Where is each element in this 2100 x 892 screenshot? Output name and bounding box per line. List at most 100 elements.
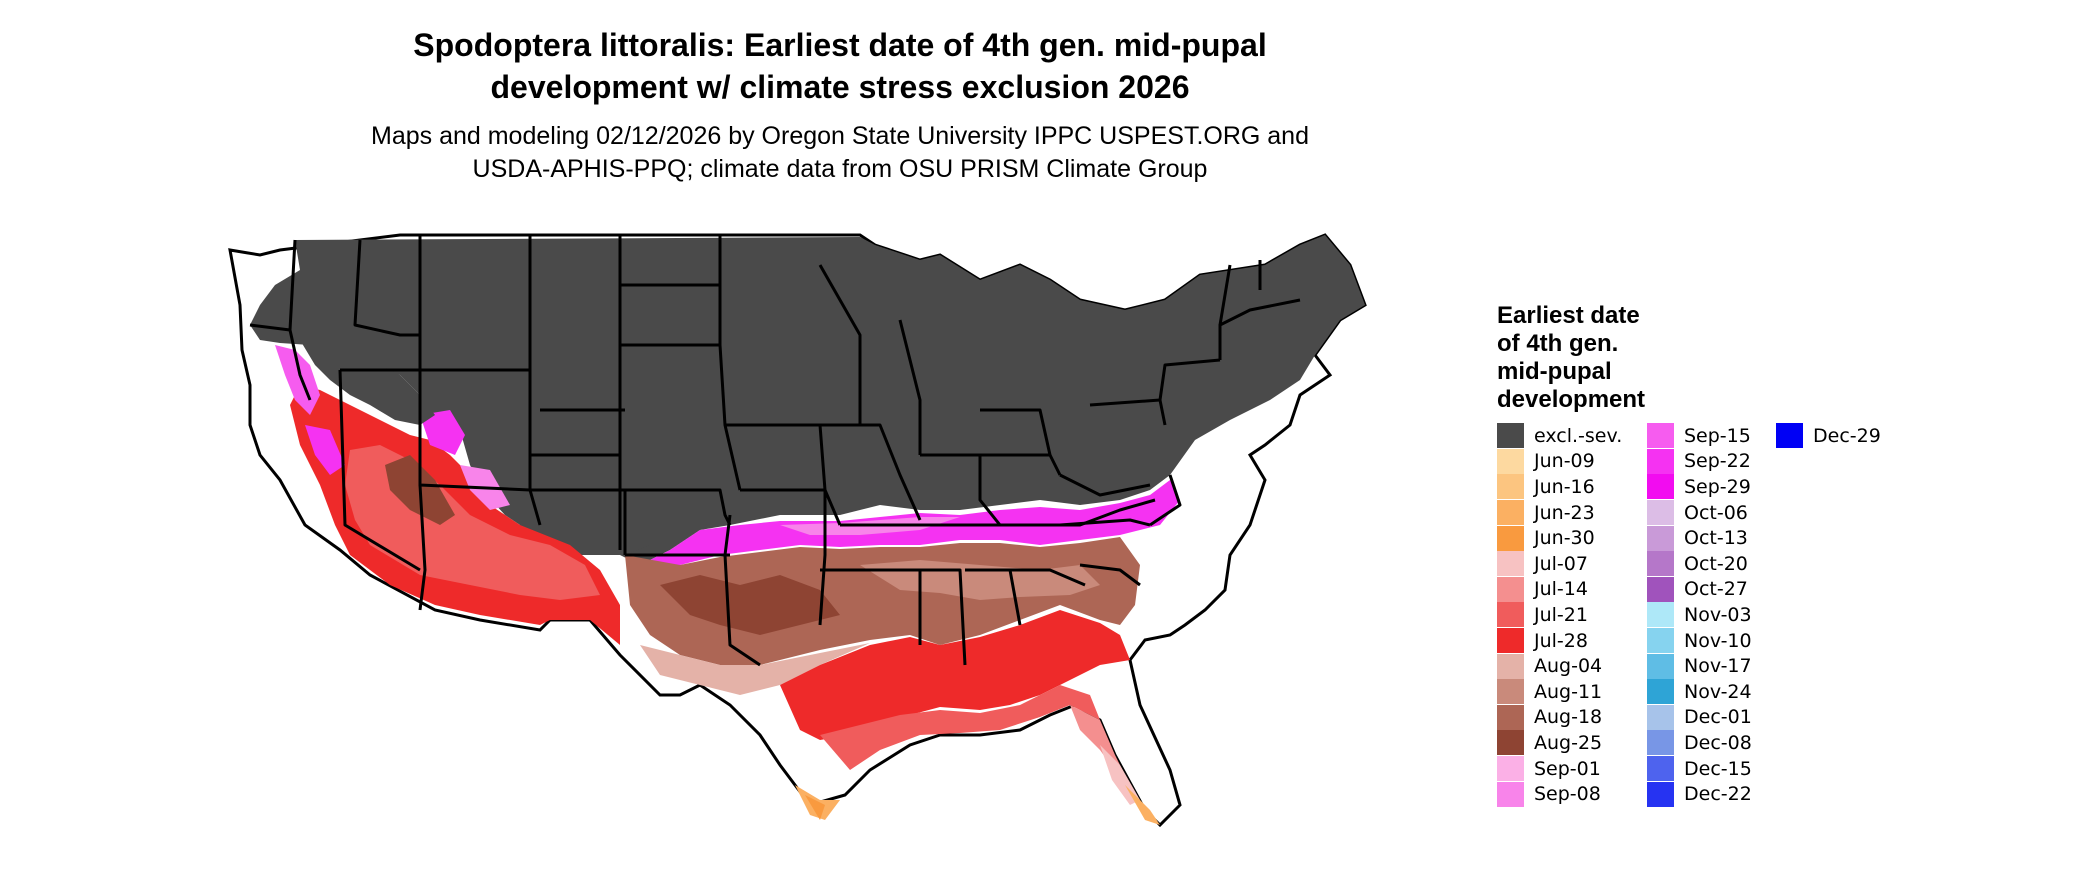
- legend-item: Jun-30: [1497, 525, 1622, 551]
- legend-label: Jul-07: [1534, 552, 1588, 575]
- legend-item: Nov-24: [1647, 679, 1752, 705]
- us-map: [228, 233, 1367, 828]
- legend-item: Oct-06: [1647, 500, 1752, 526]
- legend-item: Nov-10: [1647, 628, 1752, 654]
- legend-swatch: [1497, 756, 1524, 782]
- legend-swatch: [1497, 423, 1524, 449]
- legend-column-1: excl.-sev. Jun-09 Jun-16 Jun-23 Jun-30 Jul-07…: [1497, 423, 1622, 807]
- map-title-line-1: Spodoptera littoralis: Earliest date of …: [413, 27, 1267, 63]
- legend-item: Jun-16: [1497, 474, 1622, 500]
- legend-swatch: [1497, 602, 1524, 628]
- legend-label: Nov-24: [1684, 680, 1752, 703]
- legend-swatch: [1497, 500, 1524, 526]
- legend-label: Oct-20: [1684, 552, 1748, 575]
- legend-item: Sep-01: [1497, 756, 1622, 782]
- legend-label: Sep-29: [1684, 475, 1751, 498]
- legend-item: Jul-14: [1497, 576, 1622, 603]
- legend-label: Aug-18: [1534, 706, 1603, 729]
- legend-title-line: mid-pupal: [1497, 358, 1612, 385]
- map-subtitle-line-1: Maps and modeling 02/12/2026 by Oregon S…: [371, 122, 1309, 150]
- legend-swatch: [1647, 653, 1674, 679]
- legend-swatch: [1497, 576, 1524, 602]
- legend-item: Dec-01: [1647, 704, 1752, 731]
- legend-item: Sep-15: [1647, 423, 1752, 449]
- legend-label: excl.-sev.: [1534, 424, 1623, 447]
- legend-swatch: [1497, 781, 1524, 807]
- legend-swatch: [1776, 423, 1803, 449]
- legend-swatch: [1647, 423, 1674, 449]
- legend-swatch: [1497, 448, 1524, 474]
- legend-item: Dec-15: [1647, 756, 1752, 782]
- state-borders: [249, 235, 1301, 667]
- legend-column-3: Dec-29: [1776, 423, 1881, 449]
- legend-item: Jun-23: [1497, 500, 1622, 526]
- legend-label: Nov-10: [1684, 629, 1752, 652]
- jul-coastal-band: [780, 610, 1130, 740]
- legend-item: Oct-20: [1647, 551, 1752, 577]
- legend-item: Dec-29: [1776, 423, 1881, 449]
- map-title-block: Spodoptera littoralis: Earliest date of …: [290, 24, 1390, 186]
- legend-label: Dec-22: [1684, 783, 1752, 806]
- legend-title-line: development: [1497, 386, 1646, 413]
- legend-label: Jun-09: [1534, 450, 1595, 473]
- legend-item: Sep-29: [1647, 474, 1752, 500]
- legend-item: Aug-04: [1497, 653, 1622, 679]
- legend-label: Dec-15: [1684, 757, 1752, 780]
- legend-item: Oct-13: [1647, 525, 1752, 551]
- legend-label: Oct-13: [1684, 527, 1748, 550]
- legend-title-line: Earliest date: [1497, 302, 1640, 329]
- legend-swatch: [1497, 551, 1524, 577]
- legend-title-line: of 4th gen.: [1497, 330, 1619, 357]
- legend-swatch: [1497, 653, 1524, 679]
- legend-title: Earliest date of 4th gen. mid-pupal deve…: [1497, 302, 1697, 414]
- legend-label: Jun-30: [1534, 527, 1595, 550]
- legend-label: Dec-29: [1813, 424, 1881, 447]
- legend-column-2: Sep-15 Sep-22 Sep-29 Oct-06 Oct-13 Oct-20 Oct-…: [1647, 423, 1752, 807]
- legend-item: Jul-07: [1497, 551, 1622, 577]
- legend-label: Oct-06: [1684, 501, 1748, 524]
- legend-swatch: [1497, 628, 1524, 654]
- legend-label: Aug-25: [1534, 731, 1603, 754]
- legend-label: Dec-01: [1684, 706, 1752, 729]
- legend-label: Jul-28: [1534, 629, 1588, 652]
- legend-swatch: [1647, 756, 1674, 782]
- legend-item: Aug-18: [1497, 704, 1622, 731]
- legend-item: Oct-27: [1647, 576, 1752, 603]
- legend-item: excl.-sev.: [1497, 423, 1622, 449]
- legend-label: Nov-03: [1684, 603, 1752, 626]
- legend-swatch: [1647, 602, 1674, 628]
- legend-label: Aug-11: [1534, 680, 1603, 703]
- legend-swatch: [1497, 730, 1524, 756]
- legend-swatch: [1647, 576, 1674, 602]
- map-subtitle-line-2: USDA-APHIS-PPQ; climate data from OSU PR…: [472, 155, 1208, 183]
- legend-label: Aug-04: [1534, 655, 1603, 678]
- legend-item: Jul-28: [1497, 628, 1622, 654]
- legend-item: Nov-17: [1647, 653, 1752, 679]
- legend-label: Jun-23: [1534, 501, 1595, 524]
- legend-item: Sep-22: [1647, 448, 1752, 475]
- map-title-line-2: development w/ climate stress exclusion …: [490, 69, 1190, 105]
- legend-item: Dec-08: [1647, 730, 1752, 756]
- legend-label: Sep-15: [1684, 424, 1751, 447]
- legend-label: Dec-08: [1684, 731, 1752, 754]
- legend-swatch: [1647, 448, 1674, 474]
- legend-item: Dec-22: [1647, 781, 1752, 807]
- legend-item: Sep-08: [1497, 781, 1622, 807]
- legend-swatch: [1647, 474, 1674, 500]
- legend-label: Sep-08: [1534, 783, 1601, 806]
- legend-label: Sep-01: [1534, 757, 1601, 780]
- legend-item: Jul-21: [1497, 602, 1622, 628]
- legend-swatch: [1647, 679, 1674, 705]
- legend-item: Aug-11: [1497, 679, 1622, 705]
- legend-item: Jun-09: [1497, 448, 1622, 475]
- legend-label: Oct-27: [1684, 578, 1748, 601]
- legend-label: Nov-17: [1684, 655, 1752, 678]
- legend-swatch: [1647, 525, 1674, 551]
- legend-swatch: [1647, 551, 1674, 577]
- legend-swatch: [1497, 525, 1524, 551]
- legend-swatch: [1647, 704, 1674, 730]
- legend-swatch: [1497, 679, 1524, 705]
- legend-swatch: [1647, 500, 1674, 526]
- legend-swatch: [1647, 628, 1674, 654]
- legend-label: Sep-22: [1684, 450, 1751, 473]
